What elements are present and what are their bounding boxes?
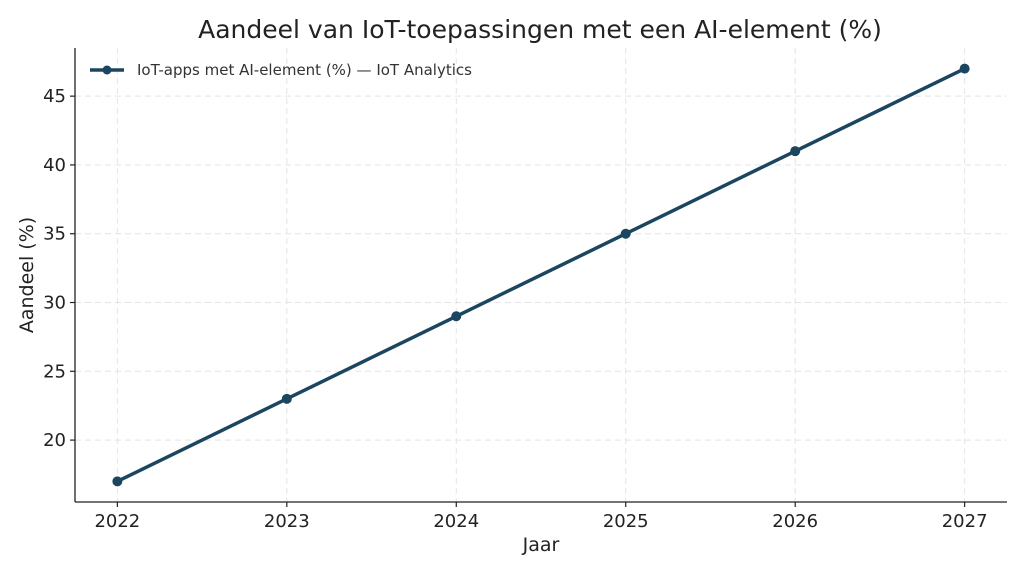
chart-title: Aandeel van IoT-toepassingen met een AI-… bbox=[198, 15, 882, 44]
series-layer bbox=[112, 63, 970, 487]
y-ticks: 20 25 30 35 40 45 bbox=[43, 86, 75, 451]
x-tick-label: 2023 bbox=[264, 511, 310, 532]
y-tick-label: 30 bbox=[43, 293, 66, 314]
legend-marker-swatch bbox=[102, 65, 112, 75]
y-tick-label: 25 bbox=[43, 361, 66, 382]
legend: IoT-apps met AI-element (%) — IoT Analyt… bbox=[90, 61, 472, 79]
x-tick-label: 2025 bbox=[603, 511, 649, 532]
data-point bbox=[790, 146, 801, 157]
legend-label: IoT-apps met AI-element (%) — IoT Analyt… bbox=[137, 61, 472, 79]
x-tick-label: 2027 bbox=[942, 511, 988, 532]
data-point bbox=[281, 393, 292, 404]
x-ticks: 2022 2023 2024 2025 2026 2027 bbox=[94, 502, 988, 532]
y-tick-label: 40 bbox=[43, 155, 66, 176]
axes bbox=[74, 48, 1007, 503]
x-tick-label: 2026 bbox=[772, 511, 818, 532]
x-tick-label: 2022 bbox=[94, 511, 140, 532]
y-tick-label: 20 bbox=[43, 430, 66, 451]
x-tick-label: 2024 bbox=[433, 511, 479, 532]
data-point bbox=[959, 63, 970, 74]
series-line bbox=[115, 66, 967, 484]
y-axis-label: Aandeel (%) bbox=[16, 217, 38, 333]
x-axis-label: Jaar bbox=[522, 534, 560, 556]
data-point bbox=[112, 476, 123, 487]
data-point bbox=[451, 311, 462, 322]
grid bbox=[75, 48, 1007, 502]
y-tick-label: 35 bbox=[43, 224, 66, 245]
data-point bbox=[620, 228, 631, 239]
y-tick-label: 45 bbox=[43, 86, 66, 107]
